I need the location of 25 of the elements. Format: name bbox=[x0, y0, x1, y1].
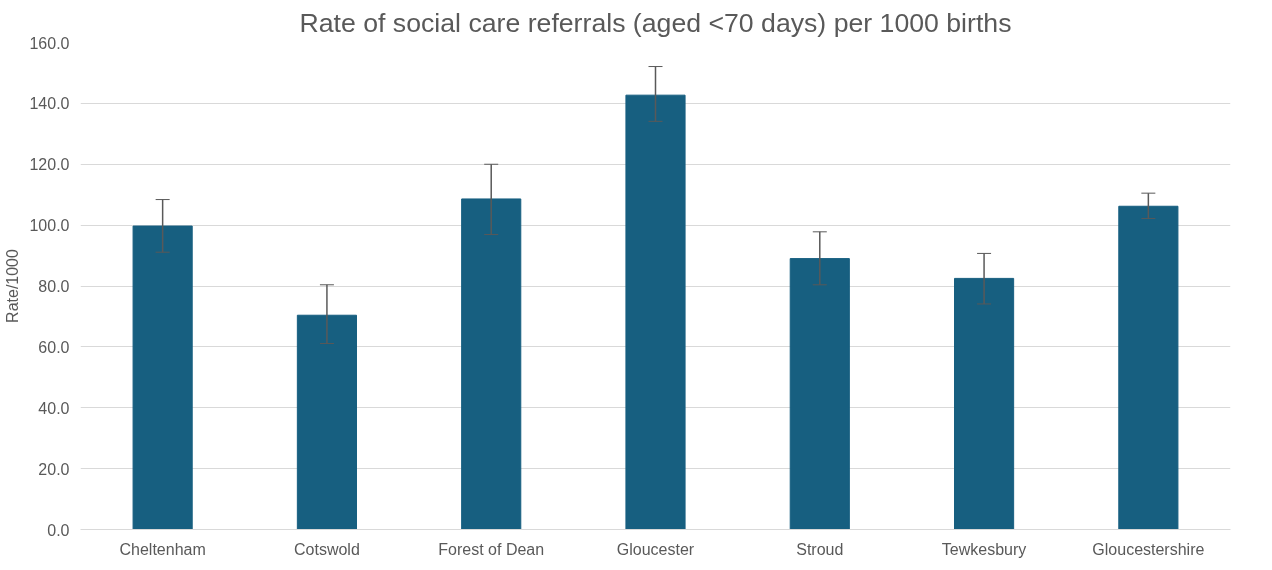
bar bbox=[1118, 205, 1179, 530]
bar bbox=[789, 258, 850, 530]
x-tick-label: Tewkesbury bbox=[941, 540, 1027, 558]
y-tick-label: 140.0 bbox=[29, 95, 70, 113]
y-axis-title: Rate/1000 bbox=[4, 248, 22, 323]
x-tick-label: Cheltenham bbox=[119, 540, 206, 558]
x-tick-label: Gloucester bbox=[616, 540, 695, 558]
y-tick-label: 40.0 bbox=[38, 399, 70, 417]
bar bbox=[132, 225, 193, 530]
bar bbox=[461, 198, 522, 530]
x-tick-label: Gloucestershire bbox=[1092, 540, 1205, 558]
y-tick-label: 80.0 bbox=[38, 278, 70, 295]
y-tick-label: 0.0 bbox=[47, 521, 70, 539]
y-tick-label: 60.0 bbox=[38, 338, 70, 356]
x-tick-label: Cotswold bbox=[294, 540, 360, 558]
y-tick-label: 160.0 bbox=[29, 34, 70, 52]
chart-title: Rate of social care referrals (aged <70 days) per 1000 births bbox=[299, 7, 1012, 38]
bar bbox=[954, 277, 1015, 530]
x-tick-label: Stroud bbox=[796, 540, 844, 558]
y-tick-label: 100.0 bbox=[29, 217, 70, 235]
y-tick-label: 20.0 bbox=[38, 460, 70, 478]
bar bbox=[296, 314, 357, 530]
x-tick-label: Forest of Dean bbox=[438, 540, 545, 558]
y-tick-label: 120.0 bbox=[29, 156, 70, 174]
bar bbox=[625, 94, 686, 530]
